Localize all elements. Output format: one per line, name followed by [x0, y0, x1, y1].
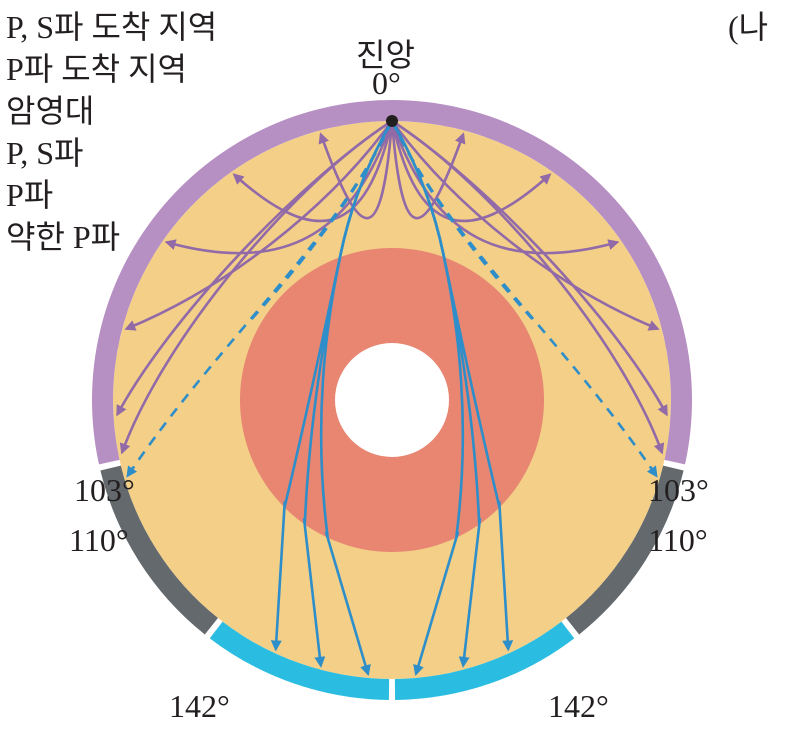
angle-label-0: 103°	[74, 472, 135, 509]
angle-label-1: 103°	[648, 472, 709, 509]
seismic-wave-diagram	[0, 0, 798, 739]
legend-item-0: P, S파 도착 지역	[6, 2, 217, 48]
angle-label-5: 142°	[548, 688, 609, 725]
legend-item-5: 약한 P파	[6, 212, 120, 258]
epicenter-dot	[386, 115, 398, 127]
legend-item-2: 암영대	[6, 86, 94, 132]
legend-item-3: P, S파	[6, 128, 84, 174]
legend-item-4: P파	[6, 170, 53, 216]
angle-label-3: 110°	[648, 522, 708, 559]
inner-core	[335, 343, 449, 457]
zero-degree-label: 0°	[372, 65, 401, 102]
top-right-label: (나	[728, 2, 768, 48]
angle-label-4: 142°	[169, 688, 230, 725]
angle-label-2: 110°	[69, 522, 129, 559]
legend-item-1: P파 도착 지역	[6, 44, 187, 90]
